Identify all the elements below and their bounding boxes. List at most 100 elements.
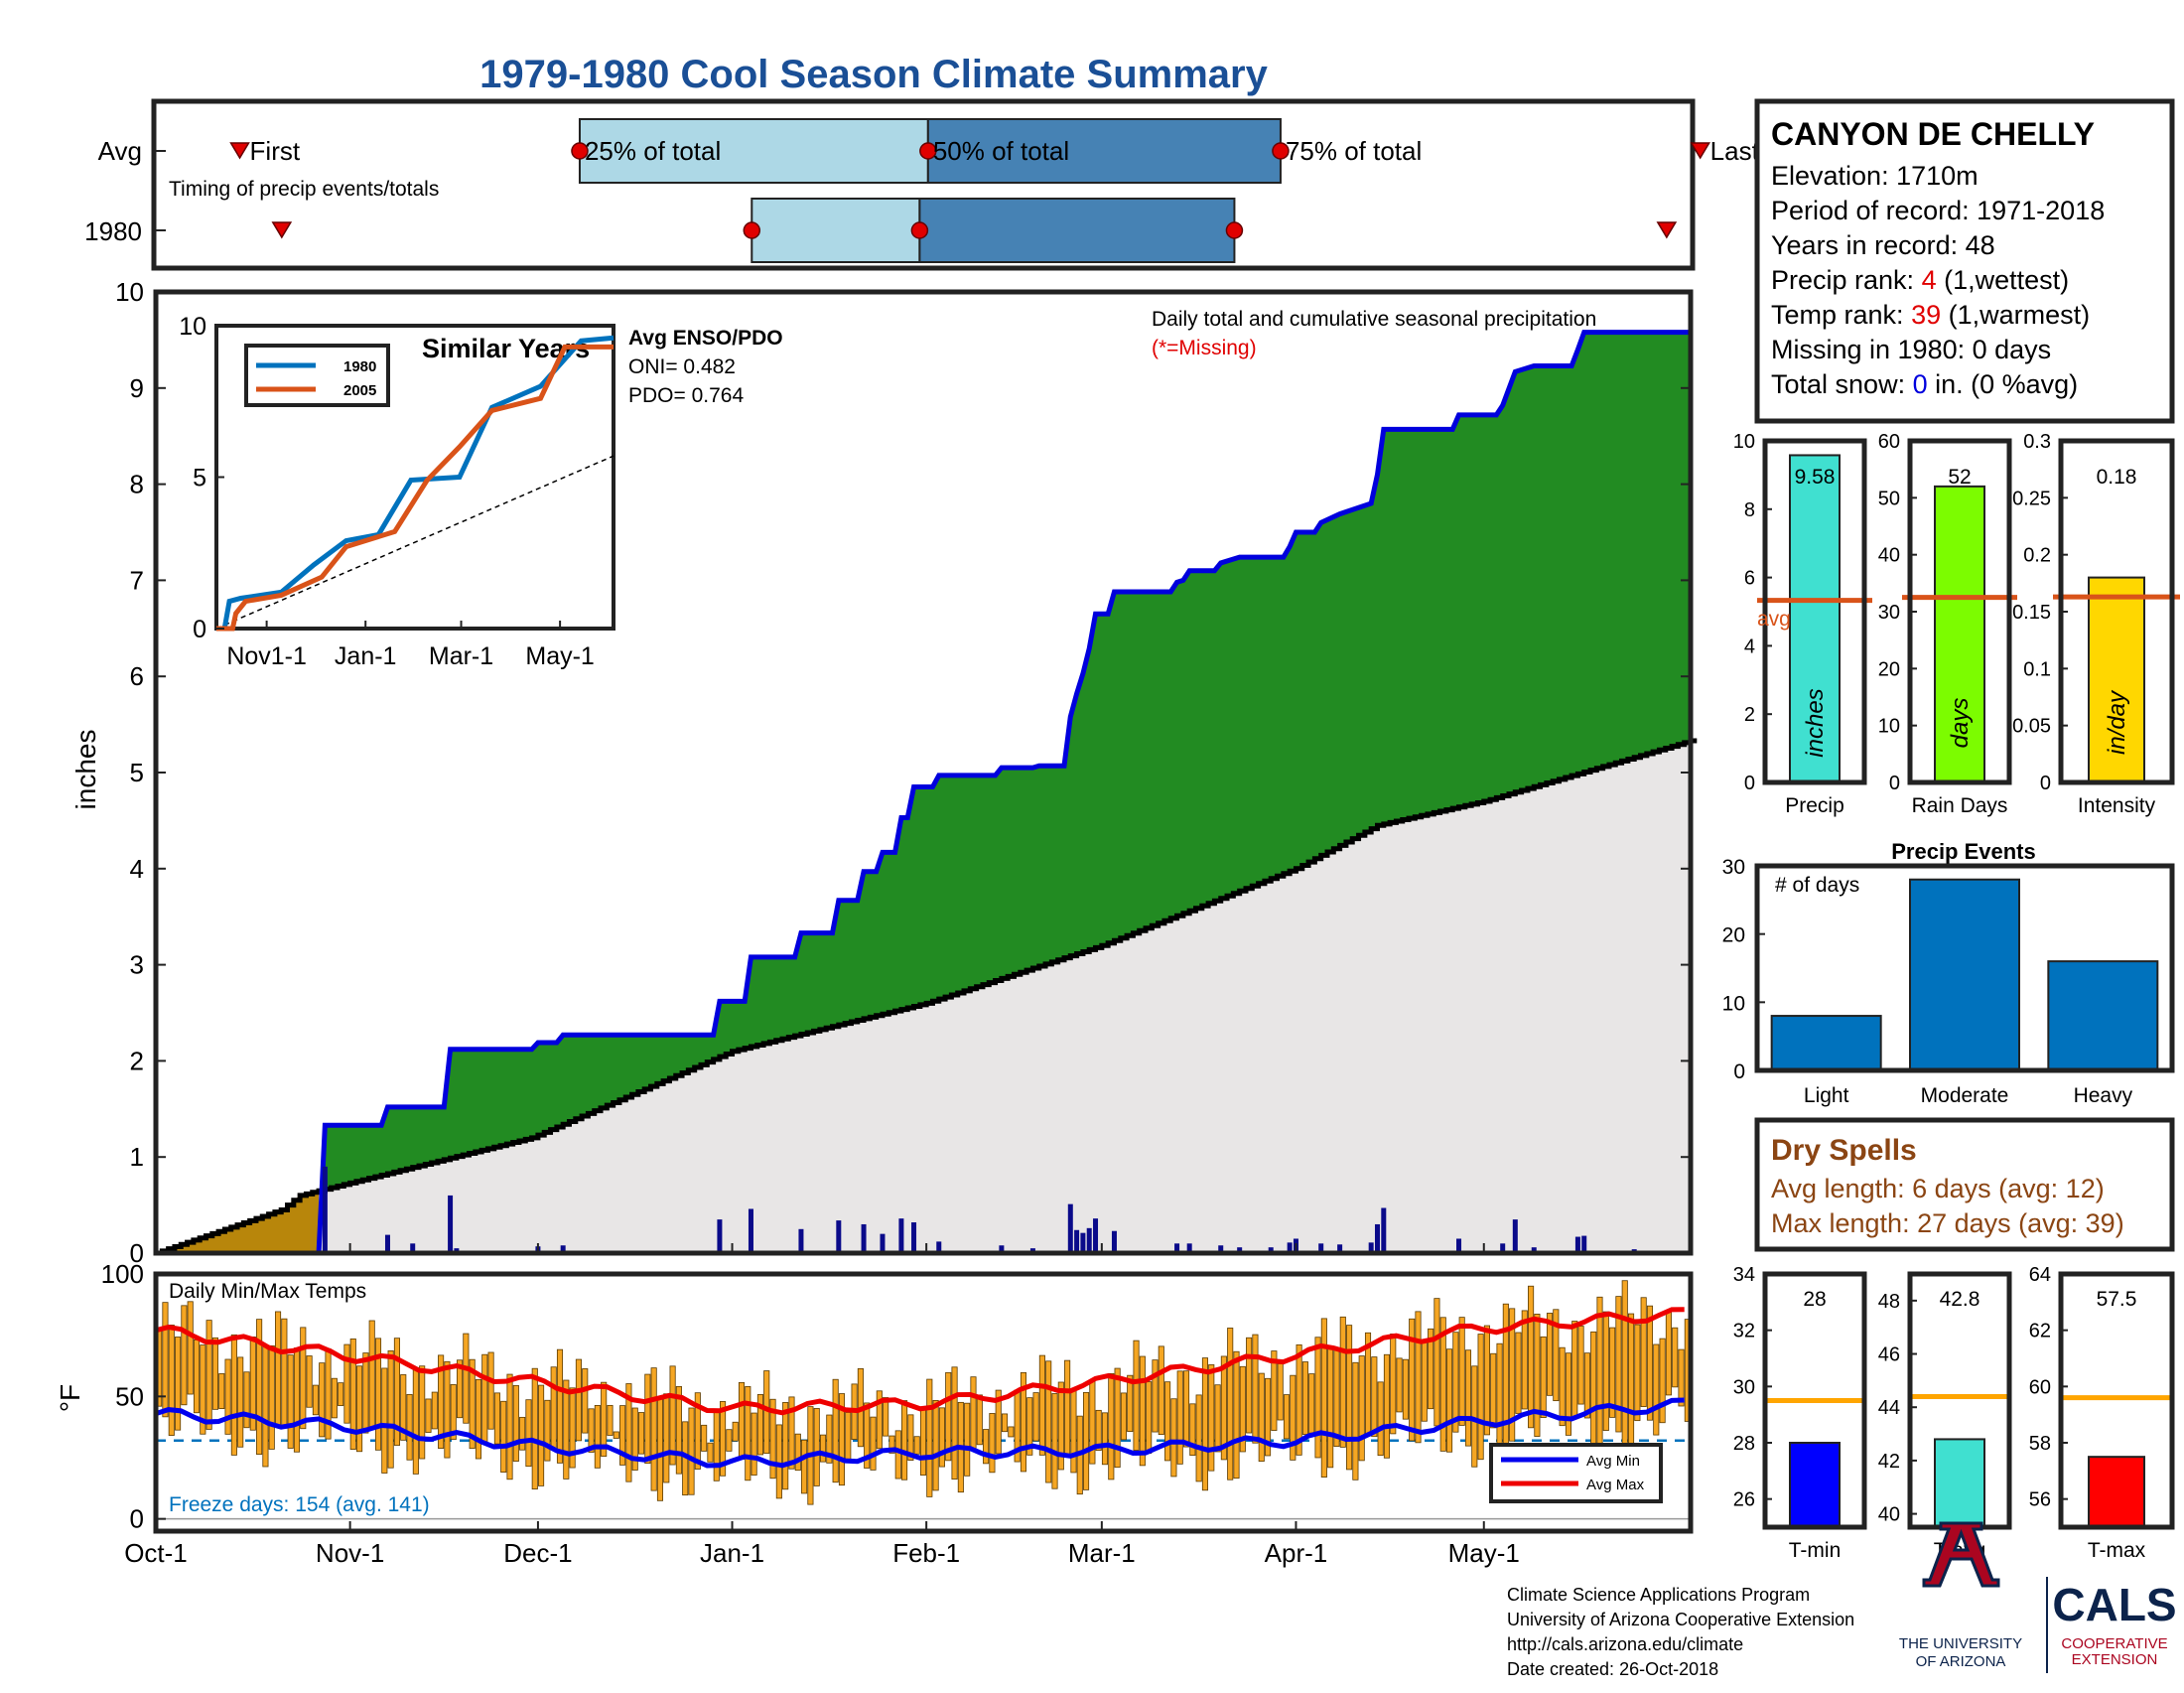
daily-temp-bar <box>243 1371 250 1429</box>
t-min-value: 28 <box>1803 1288 1826 1311</box>
daily-temp-bar <box>1678 1348 1685 1407</box>
daily-temp-bar <box>293 1347 301 1453</box>
daily-temp-bar <box>775 1424 782 1499</box>
daily-temp-bar <box>1001 1413 1009 1433</box>
intensity-tick-label: 0.05 <box>2012 716 2051 738</box>
daily-precip-bar <box>1581 1235 1587 1253</box>
daily-temp-bar <box>1439 1317 1446 1452</box>
t-avg-tick-label: 42 <box>1878 1451 1900 1473</box>
daily-temp-bar <box>1540 1336 1547 1419</box>
t-min-bar <box>1789 1442 1841 1528</box>
t-min-frame <box>1762 1271 1867 1530</box>
temps-title: Daily Min/Max Temps <box>169 1280 366 1303</box>
daily-temp-bar <box>550 1366 557 1449</box>
cals-logo-text: CALS <box>2052 1579 2176 1630</box>
daily-temp-bar <box>738 1381 746 1461</box>
daily-temp-bar <box>1665 1310 1672 1396</box>
daily-temp-bar <box>1553 1309 1560 1402</box>
daily-precip-bar <box>836 1220 842 1253</box>
precip-events-chart: Precip Events Light Moderate Heavy # of day… <box>1722 839 2175 1107</box>
intensity-tick-label: 0.3 <box>2023 431 2051 453</box>
rain-days-bar <box>1934 485 1985 783</box>
daily-precip-bar <box>1080 1232 1086 1253</box>
month-tick-label: Nov-1 <box>316 1538 384 1568</box>
daily-temp-bar <box>493 1392 500 1445</box>
daily-temp-bar <box>1596 1296 1603 1451</box>
daily-temp-bar <box>631 1407 638 1471</box>
daily-temp-bar <box>500 1400 507 1474</box>
daily-temp-bar <box>1390 1334 1397 1435</box>
daily-precip-bar <box>322 1166 328 1253</box>
daily-temp-bar <box>1409 1318 1416 1442</box>
t-avg-bar <box>1934 1438 1985 1528</box>
daily-temp-bar <box>262 1345 269 1468</box>
daily-precip-bar <box>911 1222 917 1253</box>
inset-x-tick-label: Mar-1 <box>429 642 493 670</box>
daily-temp-bar <box>945 1371 952 1462</box>
snow-value: 0 <box>1913 369 1928 399</box>
daily-temp-bar <box>218 1373 225 1409</box>
main-y-tick-label: 4 <box>130 854 144 884</box>
daily-temp-bar <box>1146 1381 1153 1455</box>
daily-precip-bar <box>1174 1243 1180 1253</box>
t-max-tick-label: 58 <box>2029 1433 2051 1455</box>
daily-precip-bar <box>748 1208 753 1253</box>
daily-precip-bar <box>717 1219 723 1253</box>
daily-temp-bar <box>1127 1374 1134 1433</box>
daily-temp-bar <box>224 1358 231 1435</box>
precip-deficit-area <box>156 1191 320 1253</box>
daily-temp-bar <box>901 1400 908 1481</box>
rain-days-tick-label: 20 <box>1878 658 1900 680</box>
daily-temp-bar <box>1609 1327 1616 1418</box>
intensity-label: Intensity <box>2078 794 2156 817</box>
month-tick-label: Mar-1 <box>1068 1538 1136 1568</box>
daily-temp-bar <box>1265 1377 1272 1457</box>
daily-temp-bar <box>1051 1393 1058 1489</box>
snow-prefix: Total snow: <box>1771 369 1913 399</box>
precip-rank-value: 4 <box>1922 265 1937 295</box>
daily-temp-bar <box>450 1384 457 1441</box>
daily-temp-bar <box>1415 1311 1422 1444</box>
daily-temp-bar <box>1577 1326 1584 1405</box>
daily-temp-bar <box>1590 1331 1597 1446</box>
daily-temp-bar <box>575 1358 582 1442</box>
footer-line-2: University of Arizona Cooperative Extens… <box>1507 1610 1854 1629</box>
daily-temp-bar <box>1672 1327 1679 1388</box>
temps-y-tick-label: 100 <box>101 1259 144 1289</box>
daily-temp-bar <box>1627 1313 1635 1449</box>
timing-late-box <box>918 198 1236 263</box>
precip-rank-suffix: (1,wettest) <box>1937 265 2070 295</box>
daily-temp-bar <box>525 1399 532 1468</box>
t-max-tick-label: 62 <box>2029 1321 2051 1342</box>
ua-block-a-icon <box>1922 1521 2000 1588</box>
daily-temp-bar <box>794 1433 801 1472</box>
rain-days-value: 52 <box>1948 466 1971 489</box>
timing-early-box <box>751 198 921 263</box>
station-precip-rank: Precip rank: 4 (1,wettest) <box>1771 265 2069 295</box>
daily-precip-bar <box>448 1195 454 1253</box>
main-y-tick-label: 0 <box>130 1238 144 1268</box>
daily-temp-bar <box>512 1384 519 1462</box>
events-tick-label: 10 <box>1722 992 1745 1015</box>
daily-temp-bar <box>1483 1325 1490 1436</box>
daily-precip-bar <box>1574 1236 1580 1253</box>
daily-temp-bar <box>1446 1348 1453 1453</box>
daily-temp-bar <box>1032 1392 1039 1442</box>
station-elevation: Elevation: 1710m <box>1771 161 1979 191</box>
daily-temp-bar <box>888 1435 895 1454</box>
daily-temp-bar <box>1239 1365 1246 1453</box>
daily-temp-bar <box>193 1339 201 1414</box>
daily-temp-bar <box>701 1424 708 1452</box>
t-max-tick-label: 64 <box>2029 1264 2051 1286</box>
daily-temp-bar <box>187 1301 194 1395</box>
daily-temp-bar <box>287 1354 294 1449</box>
daily-temp-bar <box>312 1384 319 1416</box>
daily-temp-bar <box>1333 1347 1340 1448</box>
daily-temp-bar <box>381 1367 388 1474</box>
daily-temp-bar <box>663 1393 670 1483</box>
avg-max-line <box>155 1307 1685 1416</box>
cumulative-precip-line <box>156 330 1691 1256</box>
university-of-arizona-logo: THE UNIVERSITY OF ARIZONA CALS COOPERATI… <box>1899 1521 2177 1673</box>
main-y-tick-label: 6 <box>130 661 144 691</box>
daily-temp-bar <box>619 1405 626 1466</box>
